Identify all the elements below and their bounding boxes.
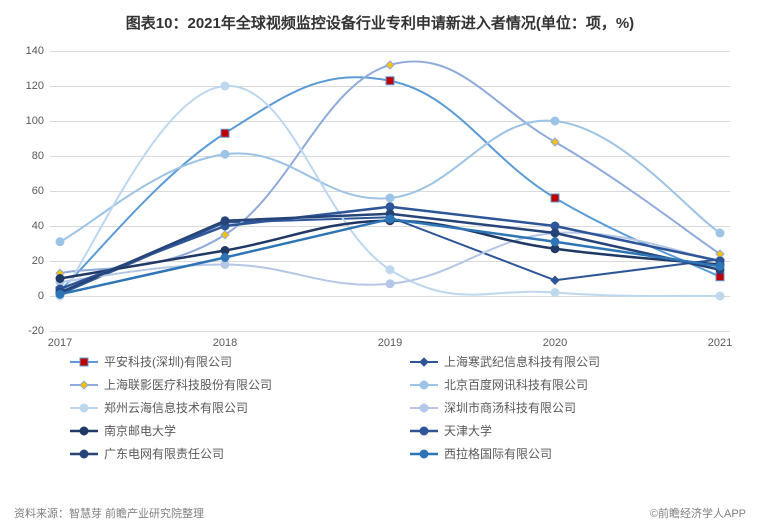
series-marker bbox=[716, 229, 724, 237]
x-tick-label: 2020 bbox=[543, 331, 567, 349]
y-tick-label: 140 bbox=[26, 45, 50, 57]
legend-swatch bbox=[410, 356, 438, 368]
series-marker bbox=[386, 194, 394, 202]
legend-swatch bbox=[410, 379, 438, 391]
series-marker bbox=[551, 276, 559, 284]
legend-swatch bbox=[70, 448, 98, 460]
series-line bbox=[60, 61, 720, 273]
x-tick-label: 2019 bbox=[378, 331, 402, 349]
y-tick-label: 80 bbox=[32, 150, 50, 162]
legend-item: 郑州云海信息技术有限公司 bbox=[70, 399, 380, 416]
legend-swatch bbox=[410, 448, 438, 460]
y-tick-label: 0 bbox=[38, 290, 50, 302]
series-marker bbox=[551, 117, 559, 125]
series-marker bbox=[221, 129, 229, 137]
x-tick-label: 2018 bbox=[213, 331, 237, 349]
series-marker bbox=[716, 262, 724, 270]
legend-item: 天津大学 bbox=[410, 422, 720, 439]
source-right: ©前瞻经济学人APP bbox=[650, 505, 746, 521]
series-marker bbox=[56, 275, 64, 283]
line-plot bbox=[50, 51, 730, 331]
legend-swatch bbox=[70, 402, 98, 414]
legend-label: 西拉格国际有限公司 bbox=[444, 445, 552, 462]
series-marker bbox=[551, 229, 559, 237]
series-marker bbox=[386, 77, 394, 85]
footer: 资料来源：智慧芽 前瞻产业研究院整理 ©前瞻经济学人APP bbox=[14, 505, 746, 521]
legend-label: 平安科技(深圳)有限公司 bbox=[104, 353, 232, 370]
legend-item: 上海寒武纪信息科技有限公司 bbox=[410, 353, 720, 370]
chart-title: 图表10：2021年全球视频监控设备行业专利申请新进入者情况(单位：项，%) bbox=[0, 0, 760, 33]
y-tick-label: 40 bbox=[32, 220, 50, 232]
legend-label: 南京邮电大学 bbox=[104, 422, 176, 439]
legend-label: 天津大学 bbox=[444, 422, 492, 439]
chart-area: -20020406080100120140 201720182019202020… bbox=[50, 51, 730, 331]
y-tick-label: 120 bbox=[26, 80, 50, 92]
legend-label: 广东电网有限责任公司 bbox=[104, 445, 224, 462]
source-left: 资料来源：智慧芽 前瞻产业研究院整理 bbox=[14, 505, 204, 521]
legend-swatch bbox=[70, 379, 98, 391]
y-tick-label: -20 bbox=[28, 325, 50, 337]
legend-label: 郑州云海信息技术有限公司 bbox=[104, 399, 248, 416]
series-marker bbox=[386, 266, 394, 274]
series-marker bbox=[716, 292, 724, 300]
series-line bbox=[60, 86, 720, 296]
legend-item: 南京邮电大学 bbox=[70, 422, 380, 439]
legend-item: 北京百度网讯科技有限公司 bbox=[410, 376, 720, 393]
y-tick-label: 100 bbox=[26, 115, 50, 127]
legend-item: 深圳市商汤科技有限公司 bbox=[410, 399, 720, 416]
series-marker bbox=[56, 290, 64, 298]
series-marker bbox=[221, 150, 229, 158]
series-marker bbox=[551, 289, 559, 297]
legend-label: 北京百度网讯科技有限公司 bbox=[444, 376, 588, 393]
legend-item: 平安科技(深圳)有限公司 bbox=[70, 353, 380, 370]
series-marker bbox=[386, 280, 394, 288]
legend-label: 上海寒武纪信息科技有限公司 bbox=[444, 353, 600, 370]
legend-item: 西拉格国际有限公司 bbox=[410, 445, 720, 462]
legend-label: 上海联影医疗科技股份有限公司 bbox=[104, 376, 272, 393]
legend-item: 上海联影医疗科技股份有限公司 bbox=[70, 376, 380, 393]
series-marker bbox=[386, 215, 394, 223]
y-tick-label: 20 bbox=[32, 255, 50, 267]
x-tick-label: 2021 bbox=[708, 331, 732, 349]
series-marker bbox=[551, 238, 559, 246]
series-marker bbox=[386, 61, 394, 69]
legend-swatch bbox=[410, 402, 438, 414]
series-marker bbox=[221, 82, 229, 90]
series-marker bbox=[221, 217, 229, 225]
x-tick-label: 2017 bbox=[48, 331, 72, 349]
legend-item: 广东电网有限责任公司 bbox=[70, 445, 380, 462]
legend-swatch bbox=[70, 425, 98, 437]
series-marker bbox=[551, 194, 559, 202]
legend-swatch bbox=[70, 356, 98, 368]
series-marker bbox=[221, 254, 229, 262]
legend: 平安科技(深圳)有限公司 上海寒武纪信息科技有限公司上海联影医疗科技股份有限公司 北… bbox=[70, 353, 720, 462]
y-tick-label: 60 bbox=[32, 185, 50, 197]
legend-swatch bbox=[410, 425, 438, 437]
series-marker bbox=[56, 238, 64, 246]
legend-label: 深圳市商汤科技有限公司 bbox=[444, 399, 576, 416]
